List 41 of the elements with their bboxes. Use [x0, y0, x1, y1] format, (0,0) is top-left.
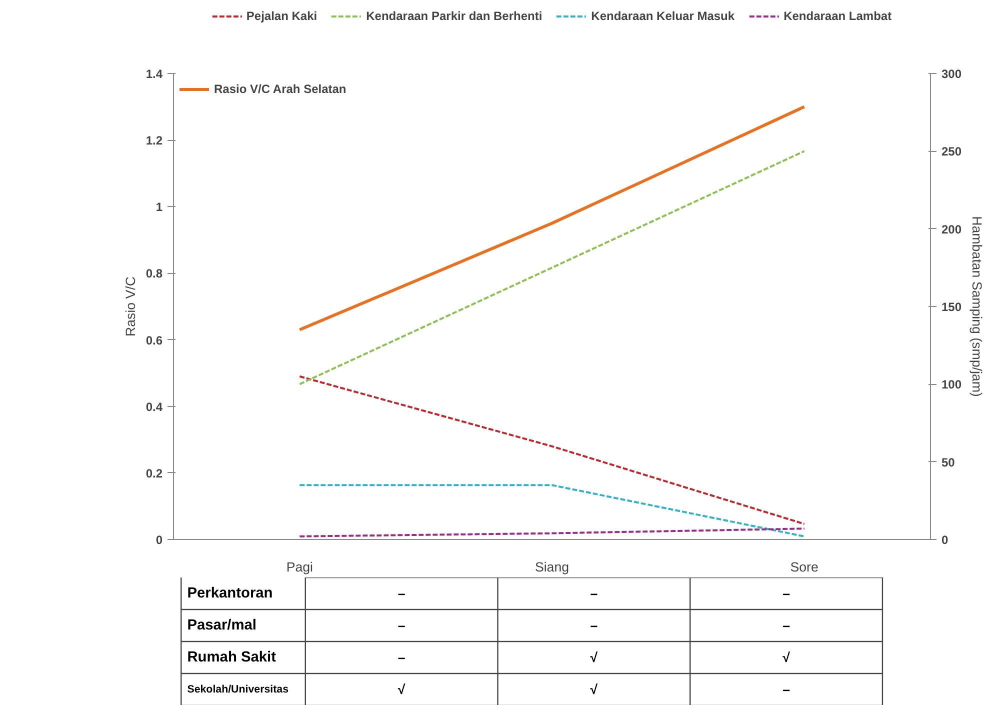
- text: Perkantoran: [187, 586, 273, 602]
- y2-tick-label: 0: [942, 533, 948, 547]
- text: –: [590, 618, 598, 633]
- y2-tick-label: 50: [942, 455, 956, 470]
- legend-label: Kendaraan Lambat: [784, 9, 892, 23]
- text: –: [398, 650, 406, 665]
- y-tick-label: 0: [156, 533, 163, 547]
- y2-tick-label: 100: [942, 378, 962, 392]
- y-tick-label: 1.4: [146, 67, 163, 81]
- y-tick-label: 0.4: [146, 400, 163, 414]
- legend-label: Rasio V/C Arah Selatan: [214, 82, 346, 96]
- text: –: [590, 586, 598, 601]
- y-tick-label: 0.2: [146, 466, 163, 480]
- text: –: [782, 618, 790, 633]
- text: Sekolah/Universitas: [187, 684, 289, 696]
- y-tick-label: 0.8: [146, 266, 163, 281]
- text: Pasar/mal: [187, 618, 256, 634]
- x-tick-label: Sore: [790, 560, 818, 574]
- x-tick-label: Siang: [534, 560, 570, 574]
- text: √: [590, 682, 598, 697]
- legend-label: Kendaraan Keluar Masuk: [591, 9, 735, 23]
- text: √: [782, 650, 791, 665]
- text: –: [782, 682, 790, 697]
- text: –: [782, 586, 790, 601]
- legend-label: Kendaraan Parkir dan Berhenti: [366, 9, 542, 23]
- y2-tick-label: 150: [942, 300, 962, 314]
- legend-label: Pejalan Kaki: [246, 9, 318, 23]
- y-tick-label: 1: [156, 200, 163, 214]
- y-axis-title: Rasio V/C: [122, 276, 138, 336]
- y2-tick-label: 250: [942, 144, 962, 159]
- text: √: [590, 650, 598, 665]
- text: –: [398, 618, 406, 633]
- text: √: [398, 682, 406, 697]
- x-tick-label: Pagi: [286, 560, 314, 574]
- y2-tick-label: 200: [942, 222, 962, 236]
- text: Rumah Sakit: [187, 650, 276, 666]
- text: –: [398, 586, 406, 601]
- y-tick-label: 0.6: [146, 333, 163, 348]
- y-tick-label: 1.2: [146, 134, 163, 148]
- y2-tick-label: 300: [942, 67, 962, 81]
- y2-axis-title: Hambatan Samping (smp/jam): [970, 216, 985, 397]
